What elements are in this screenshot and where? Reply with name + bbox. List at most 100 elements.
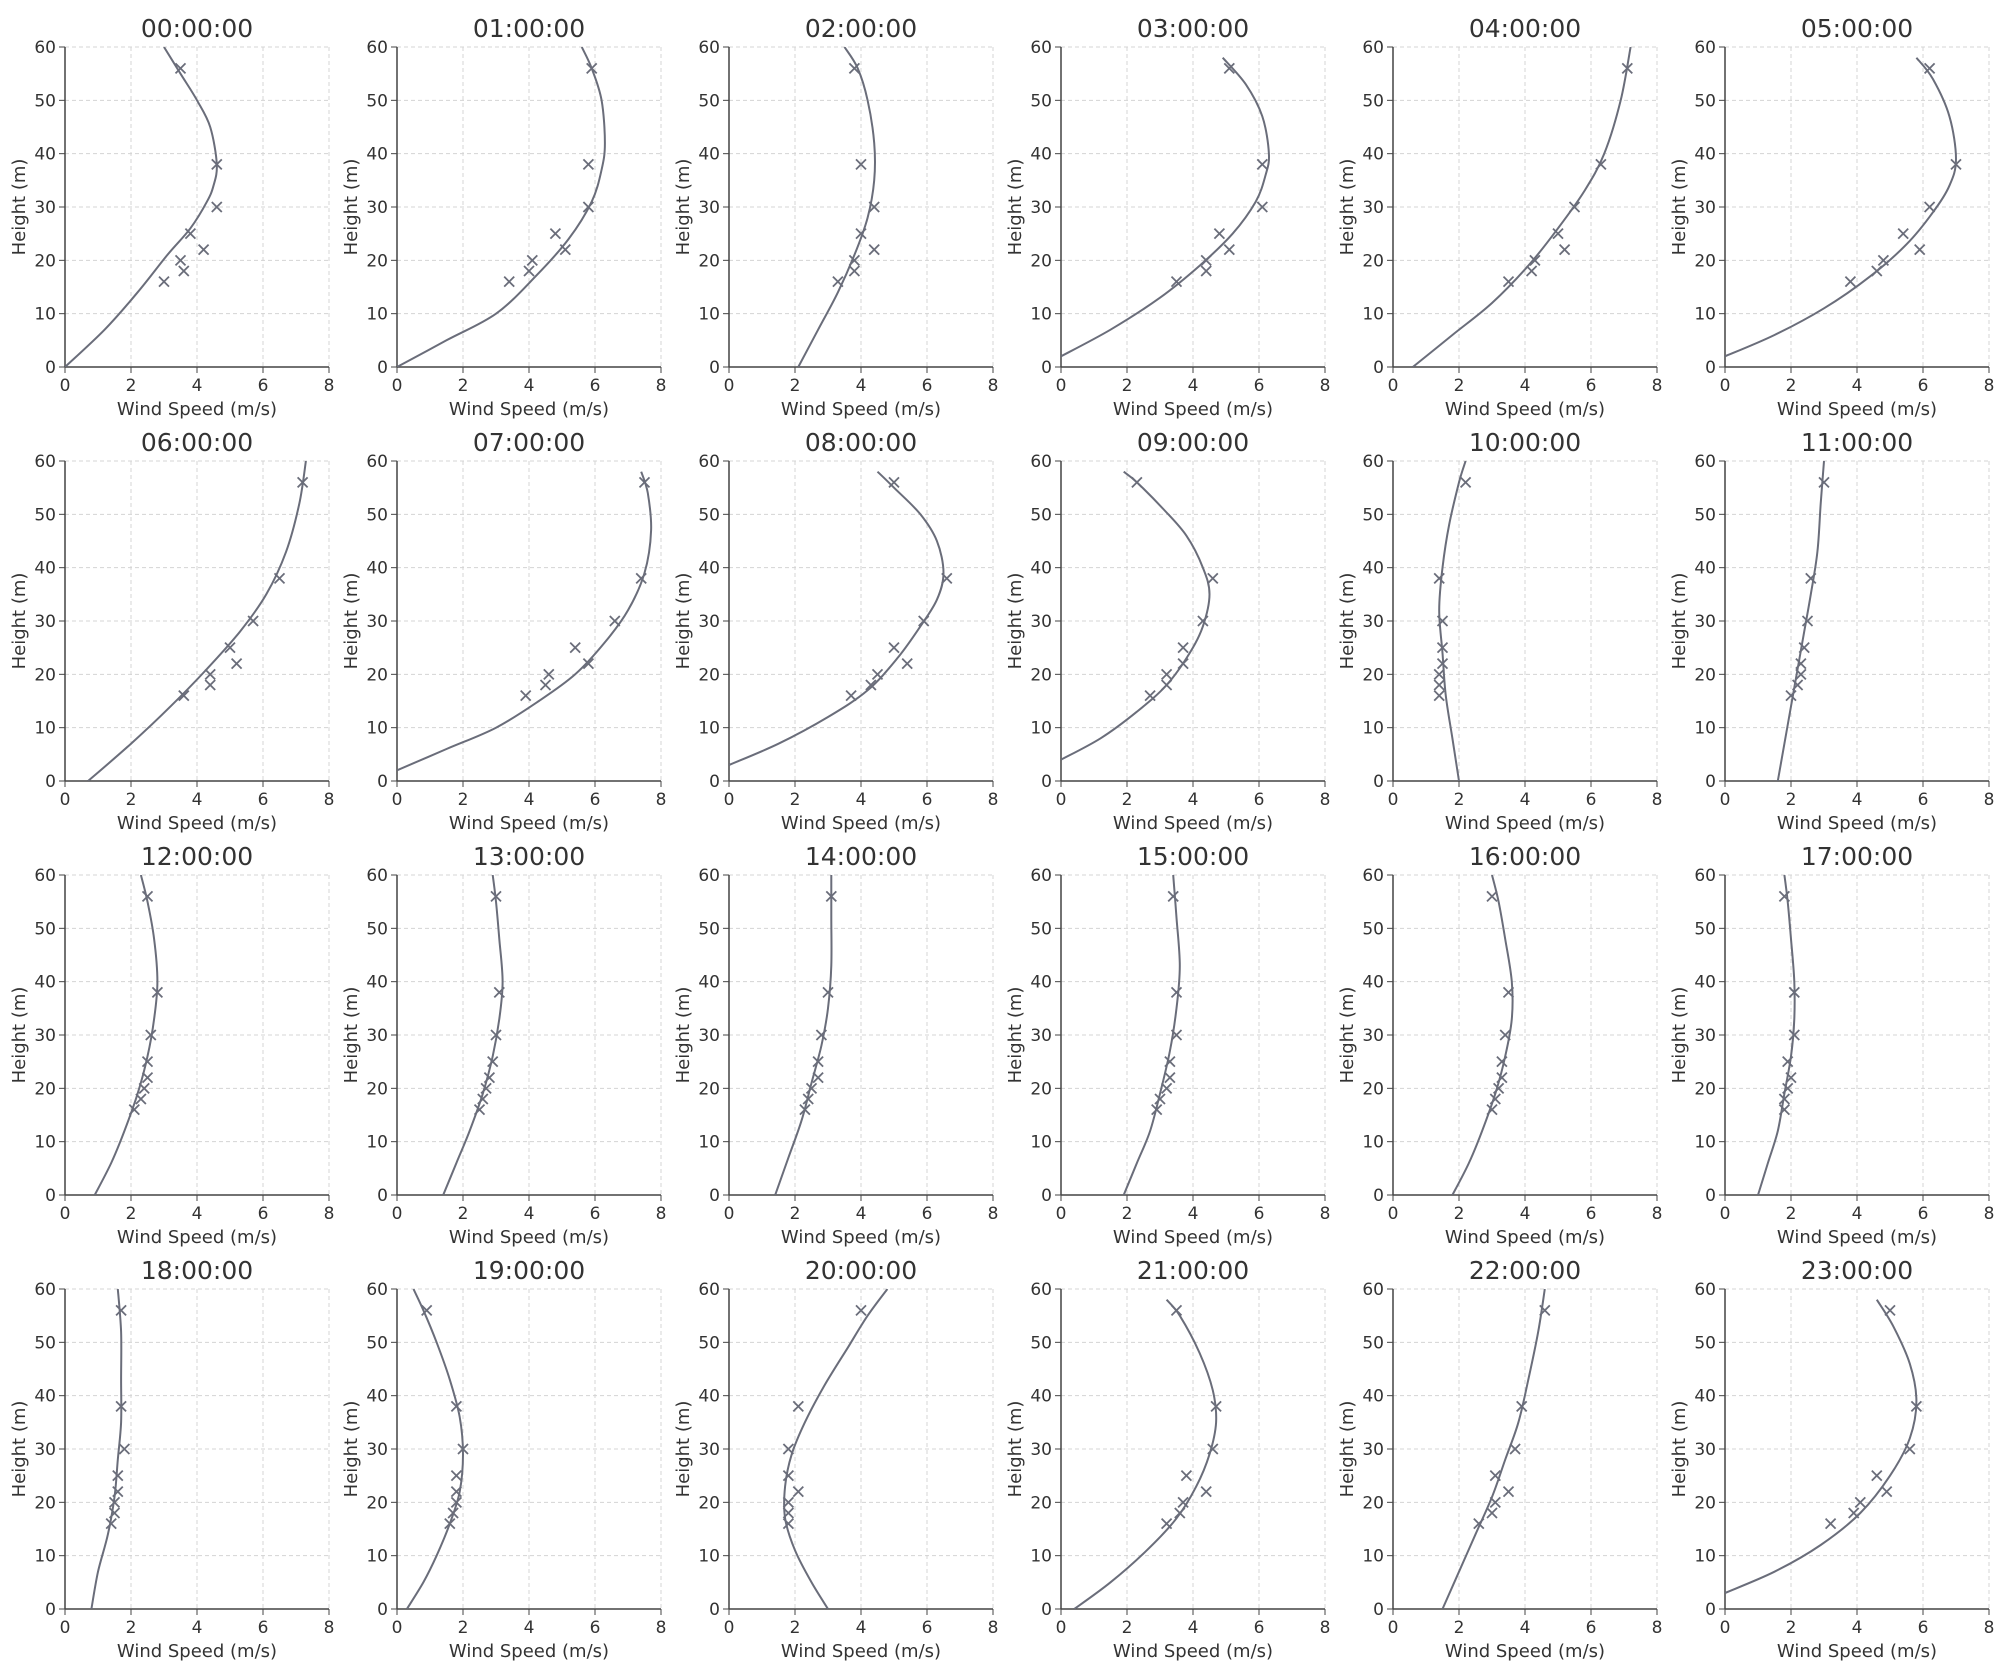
y-tick-label: 0 [709,358,720,378]
data-point [888,642,900,654]
y-tick-label: 50 [698,1333,720,1353]
data-point [582,658,595,670]
y-axis-label: Height (m) [1669,159,1690,256]
x-axis-label: Wind Speed (m/s) [1777,813,1937,834]
y-tick-label: 0 [709,1186,720,1206]
panel-1: 0 2 4 6 8 0 10 20 30 40 50 60 01:00:00 Wind Speed (m/… [341,14,666,420]
data-point [1436,658,1449,670]
y-tick-label: 40 [34,145,56,165]
x-tick-label: 8 [656,376,667,396]
data-point [1525,265,1538,277]
data-point [1782,1056,1794,1068]
x-tick-label: 8 [1652,1204,1663,1224]
data-point [782,1507,795,1519]
panel-title: 22:00:00 [1469,1256,1581,1285]
data-point [792,1400,804,1412]
y-tick-label: 20 [698,1493,720,1513]
data-point [145,1029,157,1041]
x-tick-label: 0 [392,376,403,396]
fit-curve [65,47,218,367]
x-tick-label: 0 [392,790,403,810]
x-tick-label: 0 [724,376,735,396]
data-point [1486,1507,1498,1519]
y-tick-label: 50 [698,505,720,525]
x-tick-label: 6 [922,1618,933,1638]
data-point [1778,1104,1791,1116]
x-tick-label: 8 [656,1618,667,1638]
y-tick-label: 10 [366,1547,388,1567]
data-point [1489,1093,1501,1105]
data-point [1795,658,1807,670]
x-tick-label: 2 [458,376,469,396]
x-tick-label: 0 [1388,376,1399,396]
panel-8: 0 2 4 6 8 0 10 20 30 40 50 60 08:00:00 Wind Speed (m/… [673,428,998,834]
panel-7: 0 2 4 6 8 0 10 20 30 40 50 60 07:00:00 Wind Speed (m/… [341,428,666,834]
x-tick-label: 2 [1122,1204,1133,1224]
x-tick-label: 0 [1720,790,1731,810]
data-point [1824,1518,1837,1530]
data-point [582,158,595,170]
y-tick-label: 10 [1030,305,1052,325]
panel-17: 0 2 4 6 8 0 10 20 30 40 50 60 17:00:00 Wind Speed (m/… [1669,842,1994,1248]
x-tick-label: 6 [590,1618,601,1638]
x-axis-label: Wind Speed (m/s) [1113,399,1273,420]
y-tick-label: 50 [366,505,388,525]
y-tick-label: 40 [1694,973,1716,993]
data-point [1200,1486,1212,1498]
data-point [1164,1056,1176,1068]
data-point [1785,690,1797,702]
x-tick-label: 8 [656,790,667,810]
data-point [1167,890,1179,902]
y-tick-label: 20 [1362,1493,1384,1513]
y-tick-label: 30 [1694,1026,1716,1046]
data-point [805,1082,818,1094]
data-point [539,679,552,691]
x-tick-label: 0 [1388,790,1399,810]
x-tick-label: 2 [1786,1204,1797,1224]
y-tick-label: 20 [366,1493,388,1513]
panel-title: 00:00:00 [141,14,253,43]
x-tick-label: 4 [524,1204,535,1224]
y-tick-label: 40 [698,973,720,993]
data-point [1782,1082,1794,1094]
fit-curve [1412,47,1632,367]
x-tick-label: 8 [324,1204,335,1224]
data-point [487,1056,499,1068]
data-point [855,158,867,170]
data-point [1801,615,1814,627]
data-point [638,476,651,488]
fit-curve [797,47,877,367]
y-tick-label: 50 [1362,919,1384,939]
data-point [848,62,861,74]
y-tick-label: 20 [366,665,388,685]
y-axis-label: Height (m) [673,573,694,670]
data-point [174,254,187,266]
fit-curve [1122,875,1181,1195]
y-tick-label: 20 [1362,1079,1384,1099]
panel-title: 09:00:00 [1137,428,1249,457]
y-axis-label: Height (m) [673,159,694,256]
fit-curve [1451,875,1514,1195]
y-tick-label: 60 [1362,1280,1384,1300]
y-tick-label: 30 [698,1026,720,1046]
x-tick-label: 2 [1454,1618,1465,1638]
y-tick-label: 60 [698,866,720,886]
data-point [1778,890,1791,902]
x-tick-label: 6 [258,790,269,810]
data-point [1904,1443,1916,1455]
x-tick-label: 8 [1984,790,1995,810]
y-tick-label: 20 [34,665,56,685]
data-point [848,265,861,277]
data-point [871,668,884,680]
data-point [799,1104,811,1116]
panel-18: 0 2 4 6 8 0 10 20 30 40 50 60 18:00:00 Wind Speed (m/… [9,1256,334,1661]
data-point [782,1470,795,1482]
data-point [1788,986,1800,998]
data-point [848,254,861,266]
y-tick-label: 0 [1041,1186,1052,1206]
y-tick-label: 0 [45,358,56,378]
y-axis-label: Height (m) [1337,1401,1358,1498]
x-tick-label: 6 [258,1204,269,1224]
x-tick-label: 0 [724,1204,735,1224]
y-tick-label: 20 [1030,665,1052,685]
